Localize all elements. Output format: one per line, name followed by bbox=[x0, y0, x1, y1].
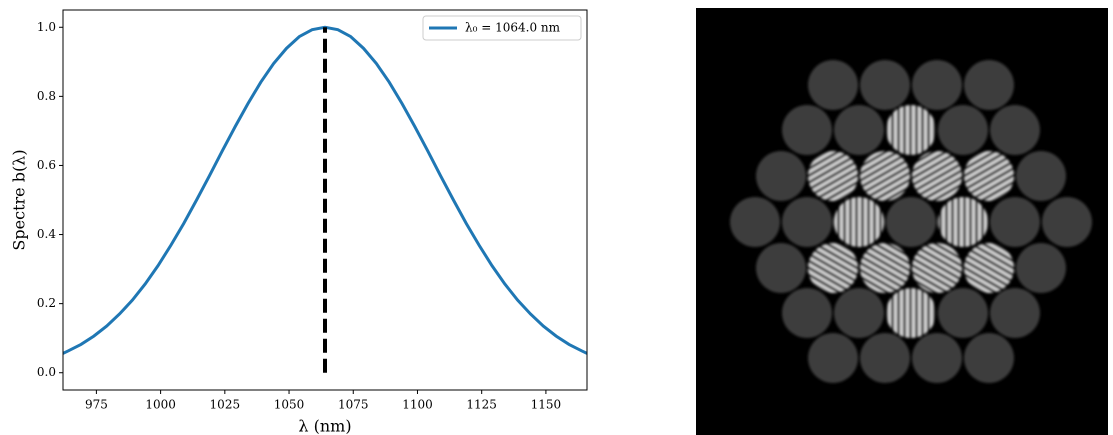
y-tick-label: 0.0 bbox=[37, 365, 56, 379]
fiber-core bbox=[1016, 151, 1066, 201]
fiber-core bbox=[808, 151, 858, 201]
fiber-core bbox=[808, 333, 858, 383]
fiber-core bbox=[886, 197, 936, 247]
fiber-core bbox=[964, 243, 1014, 293]
fiber-core bbox=[834, 288, 884, 338]
x-tick-label: 975 bbox=[85, 398, 108, 412]
fiber-core bbox=[886, 105, 936, 155]
x-tick-label: 1125 bbox=[466, 398, 497, 412]
fiber-core bbox=[1042, 197, 1092, 247]
x-tick-label: 1100 bbox=[402, 398, 433, 412]
legend-box bbox=[422, 15, 582, 41]
x-tick-label: 1000 bbox=[145, 398, 176, 412]
y-axis-label: Spectre b(λ) bbox=[10, 149, 29, 250]
x-tick-label: 1050 bbox=[274, 398, 305, 412]
fiber-core bbox=[782, 288, 832, 338]
fiber-core bbox=[886, 288, 936, 338]
fiber-core bbox=[808, 243, 858, 293]
fiber-core bbox=[860, 333, 910, 383]
y-tick-label: 0.4 bbox=[37, 227, 56, 241]
fiber-core bbox=[808, 60, 858, 110]
y-tick-label: 0.6 bbox=[37, 158, 56, 172]
fiber-core bbox=[990, 197, 1040, 247]
fiber-core bbox=[912, 333, 962, 383]
fiber-core bbox=[860, 151, 910, 201]
fiber-core bbox=[860, 60, 910, 110]
fiber-core bbox=[834, 197, 884, 247]
fiber-core bbox=[834, 105, 884, 155]
fiber-bundle bbox=[730, 60, 1092, 383]
data-line bbox=[63, 25, 587, 355]
fiber-core bbox=[964, 333, 1014, 383]
fiber-core bbox=[756, 243, 806, 293]
fiber-core bbox=[990, 105, 1040, 155]
fiber-core bbox=[730, 197, 780, 247]
plot-frame bbox=[62, 9, 588, 391]
fiber-core bbox=[912, 151, 962, 201]
fiber-core bbox=[964, 60, 1014, 110]
fiber-core bbox=[860, 243, 910, 293]
fiber-core bbox=[1016, 243, 1066, 293]
y-tick-label: 0.2 bbox=[37, 296, 56, 310]
legend-label: λ₀ = 1064.0 nm bbox=[465, 21, 561, 35]
x-tick-label: 1025 bbox=[210, 398, 241, 412]
fiber-core bbox=[756, 151, 806, 201]
fiber-core bbox=[938, 105, 988, 155]
y-tick-label: 1.0 bbox=[37, 20, 56, 34]
x-tick-label: 1150 bbox=[531, 398, 562, 412]
fiber-core bbox=[912, 60, 962, 110]
fiber-core bbox=[782, 197, 832, 247]
fiber-core bbox=[964, 151, 1014, 201]
fiber-core bbox=[938, 197, 988, 247]
x-axis-label: λ (nm) bbox=[298, 417, 351, 435]
fiber-core bbox=[938, 288, 988, 338]
fiber-core bbox=[990, 288, 1040, 338]
fiber-core bbox=[782, 105, 832, 155]
x-tick-label: 1075 bbox=[338, 398, 369, 412]
y-tick-label: 0.8 bbox=[37, 89, 56, 103]
fiber-core bbox=[912, 243, 962, 293]
